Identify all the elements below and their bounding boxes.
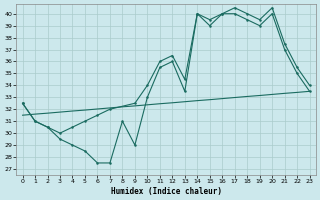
X-axis label: Humidex (Indice chaleur): Humidex (Indice chaleur) xyxy=(111,187,221,196)
